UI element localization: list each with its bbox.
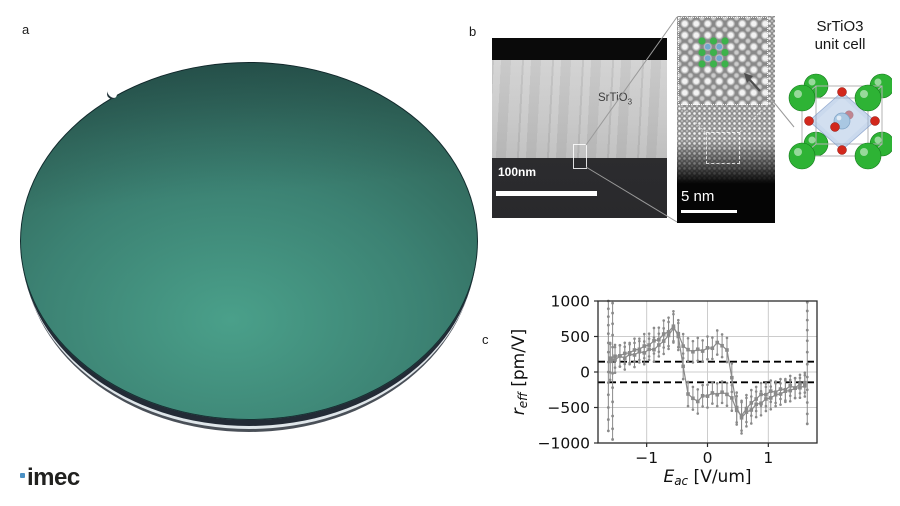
sr-atom	[854, 84, 882, 112]
unit-cell-title-line1: SrTiO3	[816, 18, 864, 35]
unit-cell-title-line2: unit cell	[814, 36, 866, 53]
x-tick-label: 1	[763, 449, 773, 467]
sr-atom	[788, 84, 816, 112]
tem-zoom-scalebar-label: 5 nm	[681, 188, 715, 205]
imec-logo-text: imec	[27, 464, 80, 491]
sr-atom	[854, 142, 882, 170]
y-axis-label: reff [pm/V]	[509, 329, 530, 415]
y-tick-label: −500	[547, 399, 590, 417]
tem-zoom-inset	[678, 17, 768, 105]
branch_reverse	[608, 309, 807, 432]
y-tick-label: 0	[580, 364, 590, 382]
sr-atom	[788, 142, 816, 170]
tem-zoom-scalebar	[681, 210, 737, 213]
o-atoms	[804, 87, 880, 155]
tem-overview-image: SrTiO3 100nm	[492, 38, 667, 218]
unit-cell-model	[788, 73, 892, 170]
tem-overview-scalebar-label: 100nm	[498, 165, 537, 179]
pockels-coefficient-chart: −1000 −500 0 500 1000 −1 0 1 Eac [V/um] reff [pm/…	[509, 293, 818, 487]
tem-zoom-image: 5 nm	[677, 16, 775, 223]
edge-transient	[805, 301, 809, 426]
wafer-surface	[20, 62, 478, 420]
x-tick-label: −1	[635, 449, 658, 467]
wafer-photo	[20, 62, 478, 434]
tem-overview-scalebar	[496, 191, 597, 196]
edge-transient	[606, 299, 610, 433]
y-tick-label: 500	[560, 328, 590, 346]
tem-roi-box	[573, 144, 587, 169]
unit-cell-title: SrTiO3 unit cell	[788, 18, 892, 54]
imec-logo-dot	[20, 473, 25, 478]
tem-zoom-roi-box	[706, 132, 740, 164]
x-tick-label: 0	[703, 449, 713, 467]
panel-c-label: c	[482, 332, 489, 347]
y-tick-label: −1000	[538, 435, 590, 453]
panel-b-label: b	[469, 24, 477, 39]
panel-a-label: a	[22, 22, 30, 37]
edge-transient	[611, 301, 614, 441]
x-axis-label: Eac [V/um]	[663, 467, 751, 487]
imec-logo: imec	[18, 464, 138, 500]
tem-material-label: SrTiO3	[598, 92, 633, 107]
y-tick-label: 1000	[551, 293, 590, 311]
